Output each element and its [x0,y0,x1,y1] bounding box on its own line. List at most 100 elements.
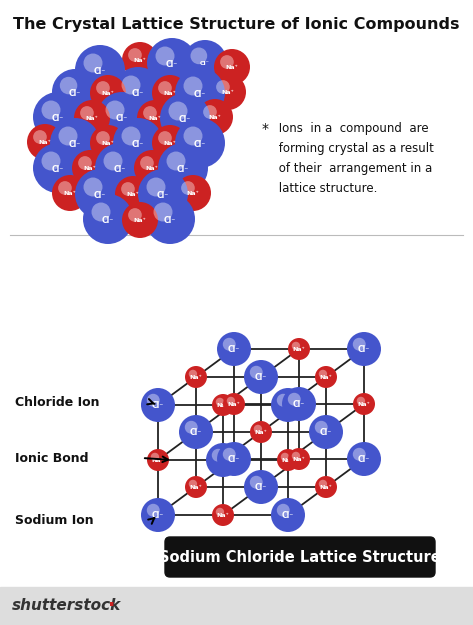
Text: Na⁺: Na⁺ [293,457,306,462]
Text: Cl⁻: Cl⁻ [179,115,191,124]
Text: Na⁺: Na⁺ [228,402,240,407]
Text: Cl⁻: Cl⁻ [320,428,332,438]
Circle shape [122,76,140,94]
Text: Cl⁻: Cl⁻ [132,140,144,149]
Text: Na⁺: Na⁺ [64,191,76,196]
Circle shape [147,394,160,407]
Text: Na⁺: Na⁺ [320,375,333,380]
Text: Cl⁻: Cl⁻ [190,428,202,438]
Text: shutterstock: shutterstock [12,599,121,614]
Circle shape [357,397,365,405]
Text: Cl⁻: Cl⁻ [228,456,240,464]
Circle shape [210,74,246,110]
Text: Na⁺: Na⁺ [187,191,200,196]
Circle shape [223,338,236,351]
Text: Na⁺: Na⁺ [146,166,158,171]
Text: Cl⁻: Cl⁻ [114,165,126,174]
Circle shape [185,366,207,388]
Circle shape [288,448,310,470]
Text: Na⁺: Na⁺ [217,403,229,408]
Circle shape [353,448,366,461]
Text: Cl⁻: Cl⁻ [94,67,106,76]
Text: Na⁺: Na⁺ [102,91,114,96]
Circle shape [74,100,110,136]
Circle shape [141,498,175,532]
Circle shape [203,105,217,119]
Text: Na⁺: Na⁺ [293,347,306,352]
FancyBboxPatch shape [165,537,435,577]
Circle shape [277,504,289,517]
Text: *: * [262,122,269,136]
Circle shape [96,131,110,145]
Circle shape [122,126,140,146]
Circle shape [212,449,225,462]
Text: Cl⁻: Cl⁻ [177,165,189,174]
Circle shape [217,442,251,476]
Circle shape [353,393,375,415]
Circle shape [52,175,88,211]
Circle shape [315,366,337,388]
Circle shape [217,332,251,366]
Text: Cl⁻: Cl⁻ [282,401,294,411]
Circle shape [271,388,305,422]
Circle shape [179,415,213,449]
Circle shape [315,476,337,498]
Text: Na⁺: Na⁺ [164,141,176,146]
Circle shape [250,366,263,379]
Circle shape [347,442,381,476]
Circle shape [216,398,224,406]
Text: Cl⁻: Cl⁻ [94,191,106,200]
Text: Cl⁻: Cl⁻ [166,60,178,69]
Circle shape [113,67,163,117]
Text: Cl⁻: Cl⁻ [228,346,240,354]
Circle shape [212,394,234,416]
Circle shape [175,118,225,168]
Circle shape [42,101,61,119]
Text: The Crystal Lattice Structure of Ionic Compounds: The Crystal Lattice Structure of Ionic C… [13,17,459,32]
Circle shape [183,40,227,84]
Circle shape [152,75,188,111]
Circle shape [227,397,235,405]
Text: Cl⁻: Cl⁻ [132,89,144,98]
Text: Na⁺: Na⁺ [102,141,114,146]
Circle shape [95,143,145,193]
Circle shape [250,421,272,443]
Circle shape [154,202,173,221]
Text: Cl⁻: Cl⁻ [152,511,164,521]
Text: Na⁺: Na⁺ [149,116,161,121]
Circle shape [140,156,154,170]
Circle shape [220,55,234,69]
Circle shape [104,151,123,171]
Circle shape [282,387,316,421]
Text: Cl⁻: Cl⁻ [52,165,64,174]
Text: Cl⁻: Cl⁻ [157,191,169,200]
Text: Na⁺: Na⁺ [209,116,221,121]
Circle shape [175,175,211,211]
Circle shape [156,46,175,66]
Text: Cl⁻: Cl⁻ [200,61,210,66]
Circle shape [122,202,158,238]
Circle shape [271,498,305,532]
Circle shape [244,360,278,394]
Circle shape [27,124,63,160]
Text: Cl⁻: Cl⁻ [69,140,81,149]
Circle shape [214,49,250,85]
Text: Na⁺: Na⁺ [134,218,146,223]
Circle shape [281,452,289,461]
Text: ·: · [108,596,115,616]
Text: Na⁺: Na⁺ [222,91,235,96]
Circle shape [75,169,125,219]
Circle shape [292,452,300,460]
Text: Cl⁻: Cl⁻ [358,346,370,354]
Circle shape [254,425,262,433]
Circle shape [80,106,94,120]
Circle shape [166,151,185,171]
Circle shape [189,370,197,378]
Text: Na⁺: Na⁺ [134,58,146,63]
Circle shape [90,125,126,161]
Text: Na⁺: Na⁺ [226,66,238,71]
Circle shape [216,80,230,94]
Circle shape [91,202,111,221]
Text: Sodium Chloride Lattice Structure: Sodium Chloride Lattice Structure [159,549,441,564]
Text: Na⁺: Na⁺ [86,116,98,121]
